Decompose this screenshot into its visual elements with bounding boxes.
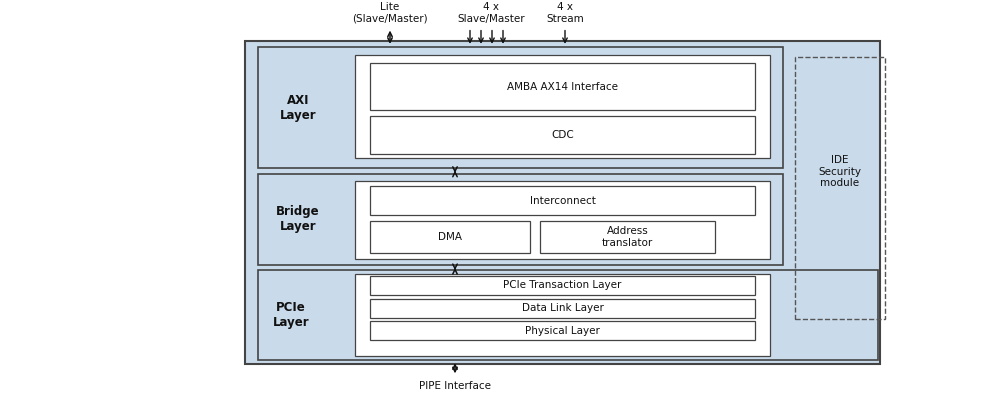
Bar [355, 274, 770, 356]
Bar [370, 116, 755, 154]
Text: PIPE Interface: PIPE Interface [419, 381, 491, 391]
Bar [370, 186, 755, 216]
Text: 4 x
Stream: 4 x Stream [546, 2, 584, 24]
Bar [370, 299, 755, 318]
Text: PCIe Transaction Layer: PCIe Transaction Layer [503, 280, 622, 290]
Text: AMBA AX14 Interface: AMBA AX14 Interface [507, 82, 618, 92]
Text: CDC: CDC [551, 130, 574, 140]
Bar [795, 57, 885, 319]
Bar [258, 47, 783, 168]
Text: Physical Layer: Physical Layer [525, 326, 600, 336]
Bar [370, 221, 530, 253]
Text: DMA: DMA [438, 232, 462, 242]
Text: AXI
Layer: AXI Layer [280, 94, 316, 122]
Text: PCIe
Layer: PCIe Layer [273, 302, 309, 330]
Bar [355, 180, 770, 259]
Bar [540, 221, 715, 253]
Bar [355, 56, 770, 158]
Text: Address
translator: Address translator [602, 226, 653, 248]
Text: Data Link Layer: Data Link Layer [522, 303, 603, 313]
Bar [258, 174, 783, 265]
Text: Lite
(Slave/Master): Lite (Slave/Master) [352, 2, 428, 24]
Text: 4 x
Slave/Master: 4 x Slave/Master [457, 2, 525, 24]
Bar [370, 322, 755, 340]
Bar [245, 41, 880, 364]
Bar [258, 270, 878, 360]
Text: Interconnect: Interconnect [530, 196, 595, 206]
Text: Bridge
Layer: Bridge Layer [276, 206, 320, 234]
Text: IDE
Security
module: IDE Security module [819, 155, 862, 188]
Bar [370, 64, 755, 110]
Bar [370, 276, 755, 295]
